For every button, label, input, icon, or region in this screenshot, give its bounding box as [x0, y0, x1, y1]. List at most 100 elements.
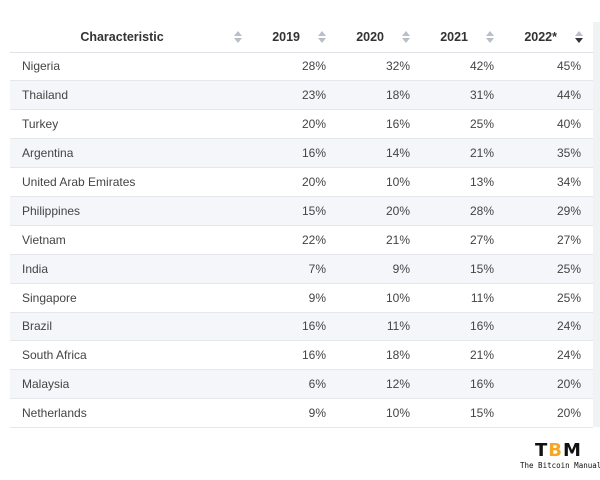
- value-cell: 6%: [252, 369, 336, 400]
- country-cell: United Arab Emirates: [10, 167, 252, 197]
- sort-icon: [402, 30, 410, 43]
- header-row: Characteristic 2019 2020: [10, 22, 593, 53]
- value-cell: 18%: [336, 340, 420, 371]
- statistics-table: Characteristic 2019 2020: [10, 22, 593, 429]
- value-cell: 18%: [336, 80, 420, 111]
- value-cell: 27%: [420, 225, 504, 255]
- country-cell: South Africa: [10, 340, 252, 371]
- table-row: Argentina 16% 14% 21% 35%: [10, 138, 593, 169]
- logo-letter-t: T: [535, 440, 549, 461]
- value-cell: 20%: [504, 369, 593, 400]
- column-header-2022[interactable]: 2022*: [504, 22, 593, 53]
- logo-letter-m: M: [563, 440, 582, 461]
- value-cell: 16%: [252, 312, 336, 342]
- value-cell: 40%: [504, 109, 593, 140]
- table-row: Philippines 15% 20% 28% 29%: [10, 196, 593, 226]
- value-cell: 34%: [504, 167, 593, 197]
- value-cell: 20%: [252, 109, 336, 140]
- value-cell: 9%: [252, 398, 336, 429]
- value-cell: 25%: [420, 109, 504, 140]
- value-cell: 28%: [420, 196, 504, 226]
- table-body: Nigeria 28% 32% 42% 45% Thailand 23% 18% 31% 44% T…: [10, 52, 593, 429]
- value-cell: 10%: [336, 283, 420, 313]
- value-cell: 15%: [252, 196, 336, 226]
- country-cell: Argentina: [10, 138, 252, 169]
- statistics-table-container: Characteristic 2019 2020: [10, 22, 593, 429]
- table-row: India 7% 9% 15% 25%: [10, 254, 593, 284]
- country-cell: Thailand: [10, 80, 252, 111]
- value-cell: 27%: [504, 225, 593, 255]
- country-cell: Turkey: [10, 109, 252, 140]
- value-cell: 28%: [252, 52, 336, 82]
- table-row: Netherlands 9% 10% 15% 20%: [10, 398, 593, 429]
- table-row: Vietnam 22% 21% 27% 27%: [10, 225, 593, 255]
- value-cell: 31%: [420, 80, 504, 111]
- column-header-characteristic[interactable]: Characteristic: [10, 22, 252, 53]
- value-cell: 21%: [420, 340, 504, 371]
- value-cell: 9%: [252, 283, 336, 313]
- value-cell: 11%: [420, 283, 504, 313]
- table-row: Singapore 9% 10% 11% 25%: [10, 283, 593, 313]
- country-cell: Singapore: [10, 283, 252, 313]
- country-cell: Brazil: [10, 312, 252, 342]
- value-cell: 10%: [336, 167, 420, 197]
- value-cell: 16%: [252, 138, 336, 169]
- value-cell: 20%: [504, 398, 593, 429]
- column-header-label: Characteristic: [80, 29, 164, 44]
- value-cell: 9%: [336, 254, 420, 284]
- value-cell: 15%: [420, 254, 504, 284]
- value-cell: 44%: [504, 80, 593, 111]
- value-cell: 23%: [252, 80, 336, 111]
- value-cell: 16%: [420, 369, 504, 400]
- sort-icon: [234, 30, 242, 43]
- logo-mark: TBM: [535, 440, 582, 461]
- value-cell: 16%: [420, 312, 504, 342]
- value-cell: 20%: [336, 196, 420, 226]
- value-cell: 42%: [420, 52, 504, 82]
- scrollbar-track[interactable]: [593, 22, 600, 427]
- value-cell: 21%: [420, 138, 504, 169]
- value-cell: 16%: [252, 340, 336, 371]
- value-cell: 13%: [420, 167, 504, 197]
- country-cell: Nigeria: [10, 52, 252, 82]
- value-cell: 21%: [336, 225, 420, 255]
- value-cell: 10%: [336, 398, 420, 429]
- value-cell: 35%: [504, 138, 593, 169]
- value-cell: 7%: [252, 254, 336, 284]
- value-cell: 25%: [504, 254, 593, 284]
- column-header-label: 2022*: [524, 29, 557, 44]
- column-header-2020[interactable]: 2020: [336, 22, 420, 53]
- column-header-label: 2020: [356, 29, 384, 44]
- value-cell: 14%: [336, 138, 420, 169]
- value-cell: 24%: [504, 340, 593, 371]
- value-cell: 11%: [336, 312, 420, 342]
- value-cell: 45%: [504, 52, 593, 82]
- value-cell: 16%: [336, 109, 420, 140]
- country-cell: Philippines: [10, 196, 252, 226]
- sort-descending-icon: [575, 30, 583, 43]
- column-header-2021[interactable]: 2021: [420, 22, 504, 53]
- sort-icon: [318, 30, 326, 43]
- table-row: United Arab Emirates 20% 10% 13% 34%: [10, 167, 593, 197]
- column-header-label: 2019: [272, 29, 300, 44]
- sort-icon: [486, 30, 494, 43]
- value-cell: 20%: [252, 167, 336, 197]
- country-cell: Netherlands: [10, 398, 252, 429]
- country-cell: Malaysia: [10, 369, 252, 400]
- table-header: Characteristic 2019 2020: [10, 22, 593, 53]
- table-row: Brazil 16% 11% 16% 24%: [10, 312, 593, 342]
- logo-letter-b: B: [548, 440, 564, 461]
- value-cell: 25%: [504, 283, 593, 313]
- country-cell: Vietnam: [10, 225, 252, 255]
- table-row: Turkey 20% 16% 25% 40%: [10, 109, 593, 140]
- value-cell: 29%: [504, 196, 593, 226]
- country-cell: India: [10, 254, 252, 284]
- column-header-label: 2021: [440, 29, 468, 44]
- value-cell: 12%: [336, 369, 420, 400]
- column-header-2019[interactable]: 2019: [252, 22, 336, 53]
- table-row: Nigeria 28% 32% 42% 45%: [10, 52, 593, 82]
- brand-logo: TBM The Bitcoin Manual: [516, 440, 600, 472]
- value-cell: 15%: [420, 398, 504, 429]
- value-cell: 32%: [336, 52, 420, 82]
- value-cell: 24%: [504, 312, 593, 342]
